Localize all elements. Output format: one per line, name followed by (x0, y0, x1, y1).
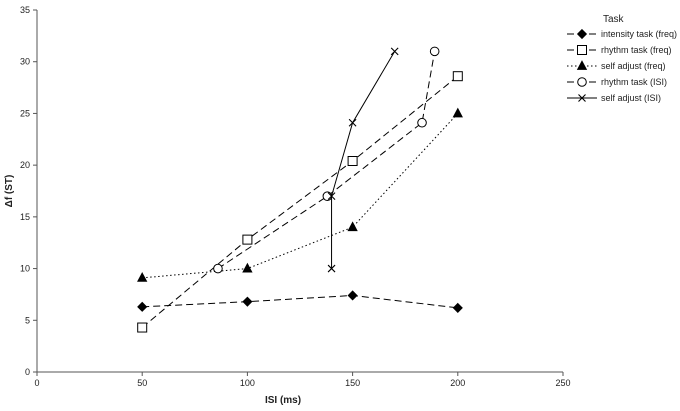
legend-marker-rhythm-task-freq (577, 45, 587, 55)
series-self-adjust-isi (327, 47, 399, 273)
data-point-self-adjust-freq (137, 272, 148, 282)
y-tick-label: 35 (20, 5, 30, 15)
legend: Task intensity task (freq) rhythm task (f… (567, 14, 677, 103)
legend-marker-intensity-task-freq (576, 28, 588, 40)
data-point-rhythm-task-freq (452, 71, 463, 82)
data-point-self-adjust-isi (390, 47, 399, 56)
legend-label-rhythm-task-freq: rhythm task (freq) (601, 45, 672, 55)
x-ticks: 0 50 100 150 200 250 (34, 372, 571, 388)
data-point-self-adjust-freq (452, 107, 463, 118)
series-line-rhythm-task-freq (141, 75, 459, 328)
y-tick-label: 5 (25, 315, 30, 325)
series-line-rhythm-task-isi (217, 51, 436, 269)
data-point-self-adjust-freq (347, 221, 358, 232)
data-point-rhythm-task-isi (322, 191, 333, 201)
x-tick-label: 0 (34, 378, 39, 388)
legend-marker-rhythm-task-isi (577, 77, 587, 87)
legend-item-self-adjust-freq: self adjust (freq) (567, 60, 666, 71)
data-point-rhythm-task-freq (137, 322, 148, 333)
data-point-self-adjust-isi (327, 192, 336, 201)
series-self-adjust-freq (137, 107, 463, 282)
data-point-self-adjust-isi (348, 118, 357, 127)
plot-area (137, 46, 463, 333)
legend-item-intensity-task-freq: intensity task (freq) (567, 28, 677, 40)
legend-label-rhythm-task-isi: rhythm task (ISI) (601, 77, 667, 87)
data-point-rhythm-task-freq (347, 156, 358, 167)
legend-item-self-adjust-isi: self adjust (ISI) (567, 93, 661, 103)
legend-label-intensity-task-freq: intensity task (freq) (601, 29, 677, 39)
legend-label-self-adjust-isi: self adjust (ISI) (601, 93, 661, 103)
series-intensity-task-freq (137, 290, 463, 313)
data-point-rhythm-task-isi (417, 117, 427, 128)
x-tick-label: 100 (240, 378, 255, 388)
data-point-self-adjust-isi (327, 264, 336, 273)
y-ticks: 0 5 10 15 20 25 30 35 (20, 5, 37, 377)
data-point-intensity-task-freq (452, 302, 463, 313)
legend-item-rhythm-task-isi: rhythm task (ISI) (567, 77, 667, 87)
series-line-self-adjust-freq (142, 113, 459, 279)
data-point-intensity-task-freq (137, 301, 148, 312)
x-tick-label: 250 (555, 378, 570, 388)
data-point-intensity-task-freq (347, 290, 358, 301)
legend-marker-self-adjust-isi (578, 94, 586, 102)
legend-marker-self-adjust-freq (576, 60, 588, 70)
series-line-intensity-task-freq (142, 294, 458, 309)
x-tick-label: 50 (137, 378, 147, 388)
y-tick-label: 15 (20, 212, 30, 222)
x-tick-label: 200 (450, 378, 465, 388)
y-tick-label: 30 (20, 57, 30, 67)
data-point-rhythm-task-isi (213, 263, 223, 274)
legend-title: Task (603, 14, 625, 25)
series-line-self-adjust-isi (331, 51, 396, 269)
legend-item-rhythm-task-freq: rhythm task (freq) (567, 45, 672, 55)
data-point-self-adjust-freq (242, 262, 253, 273)
y-tick-label: 25 (20, 108, 30, 118)
data-point-rhythm-task-isi (429, 46, 440, 57)
series-rhythm-task-freq (137, 71, 463, 333)
x-axis-title: ISI (ms) (265, 395, 301, 406)
y-tick-label: 10 (20, 264, 30, 274)
x-tick-label: 150 (345, 378, 360, 388)
data-point-intensity-task-freq (242, 296, 253, 307)
y-axis-title: Δf (ST) (4, 175, 15, 208)
y-tick-label: 0 (25, 367, 30, 377)
legend-label-self-adjust-freq: self adjust (freq) (601, 61, 666, 71)
legend-items: intensity task (freq) rhythm task (freq) s… (567, 28, 677, 103)
data-point-rhythm-task-freq (242, 234, 253, 245)
y-tick-label: 20 (20, 160, 30, 170)
